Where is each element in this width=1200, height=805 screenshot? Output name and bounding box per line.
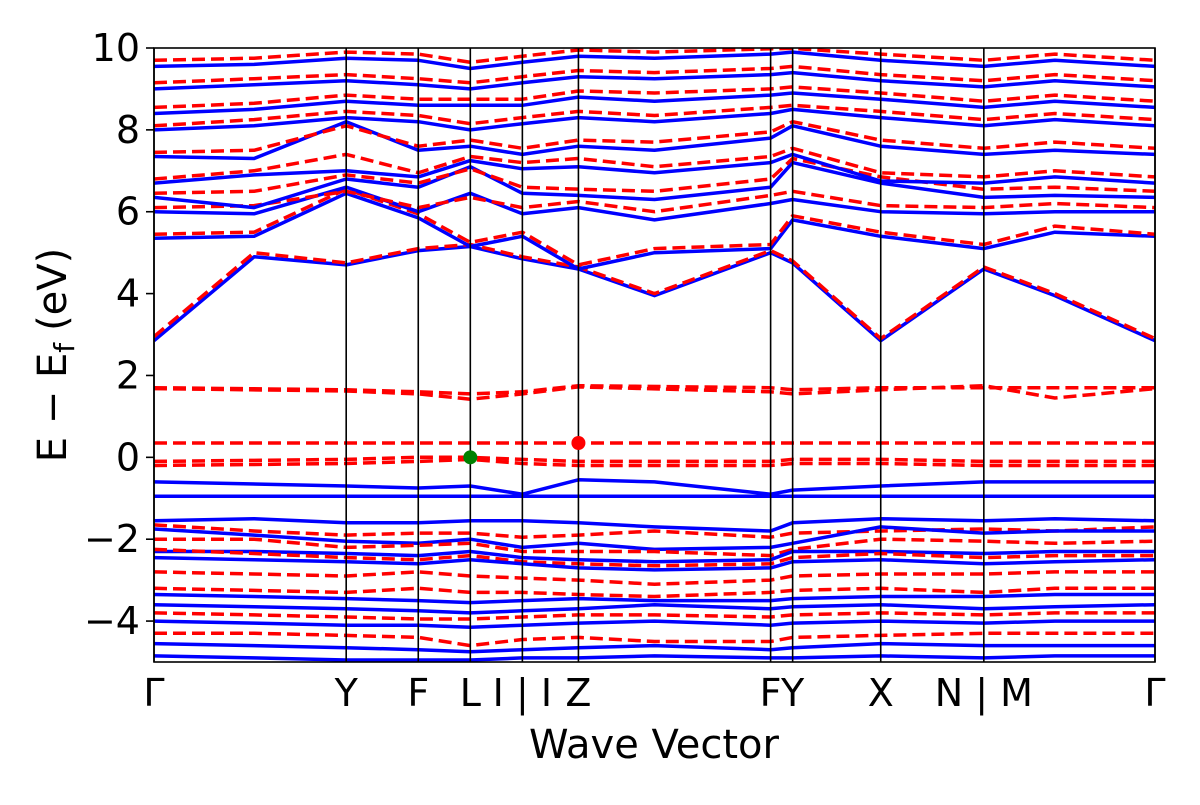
band-line-red-3 [154, 187, 1155, 267]
band-line-red-38 [154, 611, 1155, 621]
band-line-blue-41 [154, 641, 1155, 654]
marker-point-0 [463, 450, 478, 465]
kpoint-label-2: F [407, 671, 429, 715]
band-line-blue-14 [154, 91, 1155, 116]
band-line-red-19 [154, 48, 1155, 65]
kpoint-label-5: Z [565, 671, 591, 715]
markers-layer [463, 436, 586, 465]
band-line-blue-6 [154, 160, 1155, 210]
band-line-blue-36 [154, 592, 1155, 605]
band-line-blue-18 [154, 50, 1155, 71]
kpoint-label-9: N | M [935, 671, 1033, 716]
y-tick-label-4: 4 [116, 272, 140, 316]
y-tick-label-1: −2 [84, 517, 140, 561]
band-line-blue-2 [154, 191, 1155, 271]
y-tick-label-3: 2 [116, 353, 140, 397]
y-tick-label-7: 10 [92, 26, 140, 70]
band-line-blue-27 [154, 516, 1155, 533]
plot-frame [153, 47, 1156, 663]
kpoint-label-1: Y [334, 671, 359, 715]
y-tick-label-2: 0 [116, 435, 140, 479]
kpoint-label-0: Γ [143, 671, 164, 715]
band-line-red-35 [154, 586, 1155, 599]
band-line-red-23 [154, 455, 1155, 464]
band-line-red-40 [154, 631, 1155, 648]
band-line-red-13 [154, 103, 1155, 128]
band-line-blue-25 [154, 478, 1155, 496]
band-line-blue-31 [154, 549, 1155, 564]
y-axis-label-unit: (eV) [30, 248, 76, 331]
bands-layer [154, 48, 1155, 662]
band-line-blue-33 [154, 555, 1155, 572]
y-axis-label-main: E − E [30, 353, 76, 463]
y-tick-label-6: 8 [116, 108, 140, 152]
band-line-blue-0 [154, 244, 1155, 343]
band-line-red-17 [154, 64, 1155, 85]
kpoint-label-8: X [868, 671, 894, 715]
band-line-blue-37 [154, 602, 1155, 615]
band-line-red-32 [154, 547, 1155, 568]
band-line-red-30 [154, 537, 1155, 558]
band-line-red-1 [154, 242, 1155, 341]
y-tick-label-0: −4 [84, 599, 140, 643]
band-line-blue-10 [154, 119, 1155, 161]
y-tick-label-5: 6 [116, 190, 140, 234]
kpoint-label-3: L [460, 671, 481, 715]
band-line-blue-42 [154, 654, 1155, 662]
band-line-red-21 [154, 383, 1155, 401]
kpoint-label-10: Γ [1144, 671, 1165, 715]
band-line-blue-16 [154, 70, 1155, 91]
band-line-red-34 [154, 570, 1155, 586]
kpoint-label-4: I | I [493, 671, 552, 716]
band-line-red-5 [154, 189, 1155, 214]
band-line-blue-8 [154, 152, 1155, 185]
y-axis-label-subscript: f [48, 342, 81, 353]
x-axis-label: Wave Vector [529, 722, 780, 768]
y-axis-label: E − Ef (eV) [30, 248, 81, 463]
band-line-red-11 [154, 119, 1155, 155]
band-line-blue-12 [154, 107, 1155, 132]
band-line-blue-4 [154, 185, 1155, 222]
y-ticks-layer: −4 −2 0 2 4 6 8 10 [84, 26, 154, 643]
marker-point-1 [571, 436, 586, 451]
band-line-red-28 [154, 523, 1155, 539]
kpoint-label-7: Y [780, 671, 805, 715]
band-line-blue-29 [154, 525, 1155, 552]
kpoint-label-6: F [760, 671, 782, 715]
band-line-red-9 [154, 146, 1155, 181]
band-line-blue-39 [154, 619, 1155, 629]
band-line-red-24 [154, 457, 1155, 468]
band-line-red-15 [154, 85, 1155, 110]
